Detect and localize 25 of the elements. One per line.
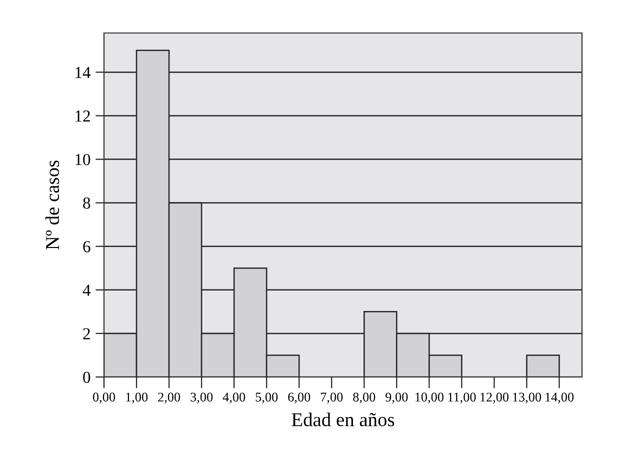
x-tick-label: 3,00 <box>190 392 213 404</box>
x-tick-label: 14,00 <box>546 392 574 404</box>
x-axis-title: Edad en años <box>292 412 394 426</box>
x-tick-label: 5,00 <box>256 392 278 404</box>
x-tick-label: 7,00 <box>320 392 343 404</box>
x-tick-label: 8,00 <box>353 392 376 404</box>
y-tick-label: 0 <box>83 372 90 383</box>
y-tick-label: 12 <box>76 110 90 122</box>
y-tick-label: 4 <box>82 284 91 296</box>
y-tick-label: 6 <box>83 241 90 252</box>
x-tick-label: 12,00 <box>480 392 509 404</box>
x-tick-label: 2,00 <box>158 392 180 404</box>
x-tick-label: 6,00 <box>288 392 310 404</box>
y-tick-label: 10 <box>76 154 90 166</box>
y-tick-label: 2 <box>83 328 90 340</box>
x-tick-label: 10,00 <box>415 392 444 404</box>
x-tick-label: 1,00 <box>126 392 148 404</box>
x-tick-label: 13,00 <box>513 392 542 404</box>
x-tick-label: 11,00 <box>448 392 476 404</box>
x-tick-label: 4,00 <box>222 392 246 404</box>
x-tick-label: 0,00 <box>92 392 116 404</box>
y-tick-label: 8 <box>83 198 90 209</box>
y-tick-label: 14 <box>76 66 91 78</box>
y-axis-title: Nº de casos <box>45 160 60 250</box>
x-tick-label: 9,00 <box>386 392 408 404</box>
